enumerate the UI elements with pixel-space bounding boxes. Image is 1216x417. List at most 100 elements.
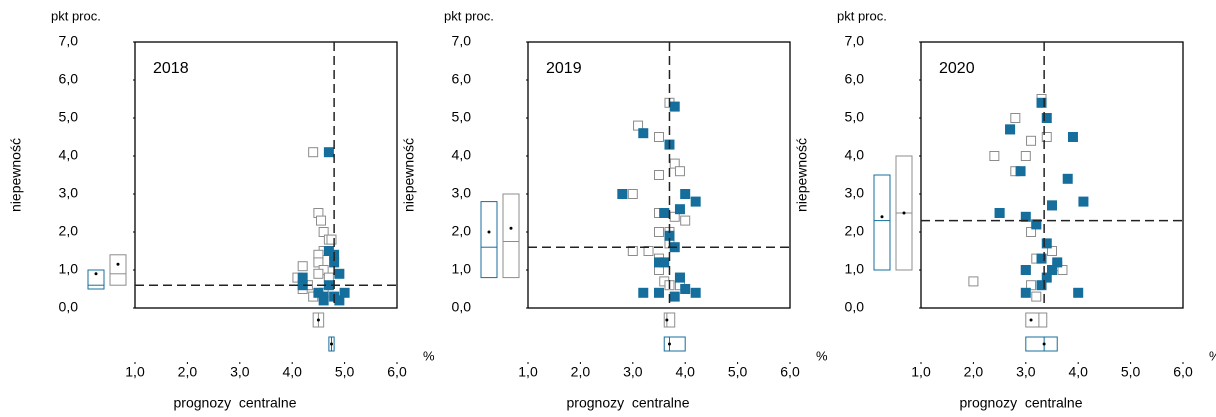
point	[1036, 280, 1047, 291]
y-tick-label: 1,0	[845, 261, 865, 277]
point	[1026, 227, 1037, 237]
panel-title: 2018	[153, 60, 189, 77]
point	[669, 158, 680, 169]
point	[313, 257, 324, 268]
box	[1025, 312, 1048, 328]
y-tick-label: 7,0	[452, 33, 472, 49]
point	[1010, 113, 1021, 123]
point	[674, 166, 685, 177]
point	[308, 147, 319, 158]
y-tick-label: 3,0	[452, 185, 472, 201]
point	[1041, 113, 1052, 123]
point	[1036, 97, 1047, 108]
point	[334, 268, 345, 279]
point	[633, 120, 644, 131]
box-mean	[330, 342, 333, 346]
box	[663, 312, 676, 328]
y-tick-label: 2,0	[452, 223, 472, 239]
y-tick-label: 0,0	[845, 299, 865, 315]
x-tick-label: 4,0	[675, 364, 695, 380]
y-unit: pkt proc.	[444, 8, 494, 23]
x-tick-label: 6,0	[1173, 364, 1193, 380]
point	[638, 287, 649, 298]
point	[1015, 166, 1026, 177]
x-tick-label: 4,0	[282, 364, 302, 380]
x-tick-label: 2,0	[964, 364, 984, 380]
plot-frame	[527, 41, 791, 309]
point	[313, 287, 324, 298]
y-tick-label: 3,0	[845, 185, 865, 201]
box	[663, 336, 686, 352]
point	[968, 276, 979, 287]
box-mean	[880, 215, 884, 219]
box-mean	[667, 342, 671, 346]
point	[1052, 257, 1063, 268]
point	[1041, 132, 1052, 142]
point	[994, 208, 1005, 218]
y-tick-label: 4,0	[845, 147, 865, 163]
point	[1031, 291, 1042, 302]
box-mean	[1042, 342, 1046, 346]
x-axis-label: prognozy centralne	[174, 395, 297, 411]
y-tick-label: 1,0	[452, 261, 472, 277]
box-mean	[902, 211, 906, 215]
x-tick-label: 3,0	[623, 364, 643, 380]
point	[674, 272, 685, 283]
point	[1020, 151, 1031, 161]
point	[674, 204, 685, 215]
point	[680, 189, 691, 199]
point	[1020, 287, 1031, 298]
point	[669, 101, 680, 112]
x-tick-label: 4,0	[1068, 364, 1088, 380]
box-mean	[665, 318, 669, 322]
point	[297, 261, 308, 272]
point	[1078, 196, 1089, 207]
x-tick-label: 1,0	[911, 364, 931, 380]
point	[654, 170, 664, 180]
x-tick-label: 6,0	[387, 364, 407, 380]
y-tick-label: 7,0	[845, 33, 865, 49]
y-tick-label: 6,0	[452, 71, 472, 87]
point	[654, 227, 664, 237]
point	[690, 287, 701, 298]
point	[318, 227, 329, 237]
plot-frame	[920, 41, 1184, 309]
y-unit: pkt proc.	[837, 8, 887, 23]
y-tick-label: 0,0	[59, 299, 79, 315]
point	[659, 257, 670, 268]
point	[1062, 173, 1073, 184]
point	[339, 287, 350, 298]
point	[638, 128, 649, 139]
point	[1047, 246, 1057, 256]
x-tick-label: 6,0	[780, 364, 800, 380]
x-unit: %	[816, 348, 828, 363]
y-tick-label: 5,0	[845, 109, 865, 125]
x-unit: %	[423, 348, 435, 363]
point	[669, 291, 680, 302]
x-tick-label: 3,0	[230, 364, 250, 380]
x-axis-label: prognozy centralne	[960, 395, 1083, 411]
y-tick-label: 3,0	[59, 185, 79, 201]
y-tick-label: 0,0	[452, 299, 472, 315]
box-mean	[509, 226, 513, 230]
box-mean	[116, 262, 120, 266]
point	[659, 208, 670, 218]
point	[1041, 272, 1052, 283]
point	[1026, 135, 1037, 146]
plot-frame	[134, 41, 398, 309]
x-axis-label: prognozy centralne	[567, 395, 690, 411]
point	[1047, 200, 1057, 211]
point	[654, 132, 664, 142]
point	[1020, 265, 1031, 275]
point	[654, 287, 664, 298]
box	[502, 193, 520, 279]
box-mean	[487, 230, 491, 234]
panel-title: 2019	[546, 60, 582, 77]
x-tick-label: 2,0	[571, 364, 591, 380]
point	[1005, 124, 1016, 135]
x-tick-label: 1,0	[125, 364, 145, 380]
point	[326, 234, 337, 245]
y-tick-label: 2,0	[59, 223, 79, 239]
x-tick-label: 1,0	[518, 364, 538, 380]
